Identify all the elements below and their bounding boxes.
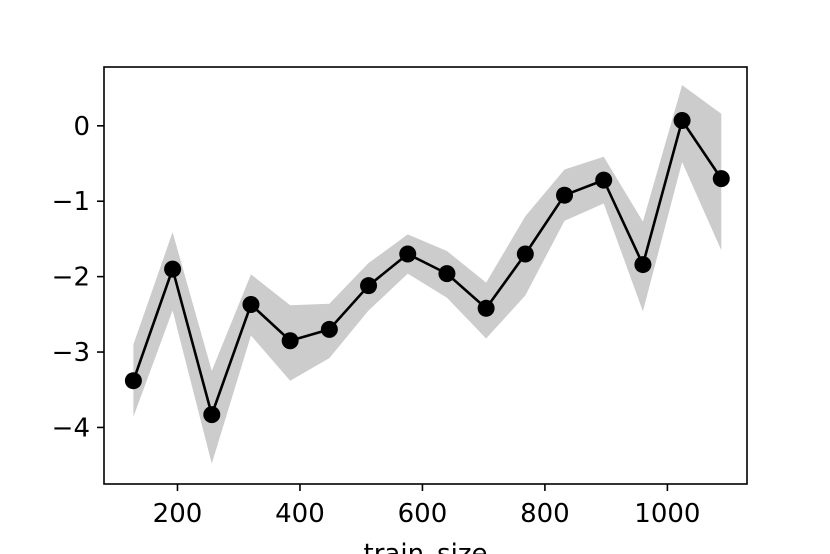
data-point <box>399 245 417 263</box>
y-tick-label: −2 <box>52 263 90 293</box>
series-line-layer <box>132 119 723 416</box>
data-point <box>203 406 221 424</box>
x-tick-label: 400 <box>275 499 325 529</box>
data-point <box>124 372 142 390</box>
data-point <box>556 186 574 204</box>
y-tick-label: 0 <box>73 112 90 142</box>
data-point <box>673 112 691 130</box>
y-tick-label: −3 <box>52 338 90 368</box>
y-axis-ticks: 0 −1 −2 −3 −4 <box>52 112 104 443</box>
data-point <box>360 277 378 295</box>
y-tick-label: −4 <box>52 413 90 443</box>
x-axis-label: train_size <box>364 539 488 554</box>
x-tick-label: 600 <box>398 499 448 529</box>
x-tick-label: 800 <box>520 499 570 529</box>
series-line <box>132 119 723 416</box>
data-point <box>595 171 613 189</box>
plot-area-frame <box>103 66 748 485</box>
data-point <box>634 256 652 274</box>
data-point-layer <box>124 112 730 424</box>
data-point <box>164 260 182 278</box>
confidence-band <box>133 85 722 464</box>
data-point <box>712 170 730 188</box>
data-point <box>320 320 338 338</box>
data-point <box>281 332 299 350</box>
x-tick-label: 1000 <box>634 499 700 529</box>
confidence-band-layer <box>133 85 722 464</box>
y-tick-label: −1 <box>52 187 90 217</box>
data-point <box>516 245 534 263</box>
x-axis-ticks: 200 400 600 800 1000 <box>153 484 700 529</box>
data-point <box>242 296 260 314</box>
data-point <box>477 299 495 317</box>
x-tick-label: 200 <box>153 499 203 529</box>
data-point <box>438 265 456 283</box>
